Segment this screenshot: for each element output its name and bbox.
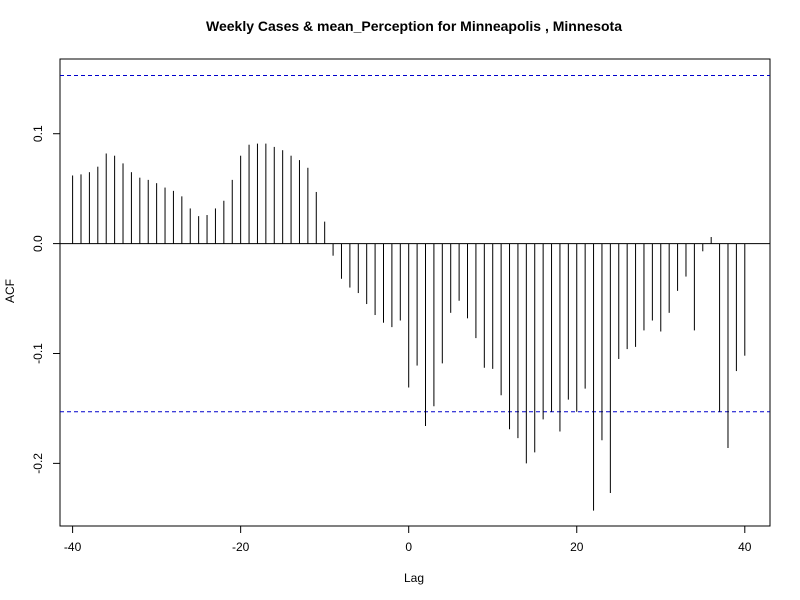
y-tick-label: -0.2 xyxy=(31,453,45,474)
x-tick-label: 40 xyxy=(738,540,752,554)
x-tick-label: 20 xyxy=(570,540,584,554)
x-tick-label: -20 xyxy=(232,540,250,554)
x-axis-label: Lag xyxy=(404,571,424,585)
x-tick-label: 0 xyxy=(405,540,412,554)
x-tick-label: -40 xyxy=(64,540,82,554)
y-tick-label: -0.1 xyxy=(31,343,45,364)
chart-title: Weekly Cases & mean_Perception for Minne… xyxy=(206,18,622,34)
plot-frame xyxy=(59,58,771,527)
y-tick-label: 0.0 xyxy=(31,235,45,252)
y-axis-label: ACF xyxy=(3,279,17,303)
plot-area: -40 -20 0 20 40 -0.2 -0.1 0.0 0.1 xyxy=(31,58,771,554)
y-tick-label: 0.1 xyxy=(31,125,45,142)
